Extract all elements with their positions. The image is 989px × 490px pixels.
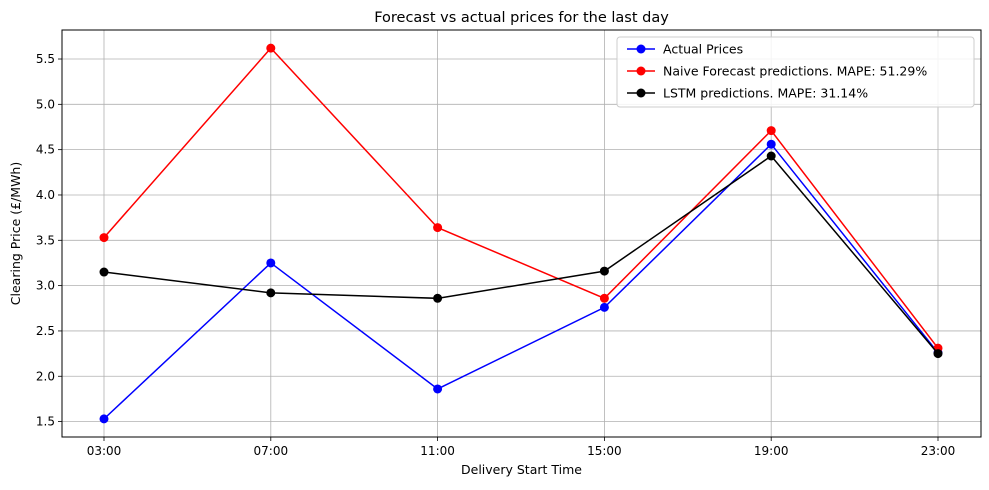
legend-marker [636,88,646,98]
x-tick-label: 11:00 [420,444,455,458]
data-point [599,293,609,303]
y-tick-label: 5.5 [36,52,55,66]
y-tick-label: 5.0 [36,97,55,111]
y-tick-label: 2.5 [36,324,55,338]
x-tick-label: 23:00 [921,444,956,458]
x-tick-label: 15:00 [587,444,622,458]
x-axis-label: Delivery Start Time [461,462,582,477]
data-point [433,223,443,233]
x-tick-label: 07:00 [254,444,289,458]
legend-item: LSTM predictions. MAPE: 31.14% [627,86,868,101]
x-tick-label: 03:00 [87,444,122,458]
y-tick-label: 4.0 [36,188,55,202]
legend-label: LSTM predictions. MAPE: 31.14% [663,86,868,101]
y-tick-label: 1.5 [36,415,55,429]
data-point [599,266,609,276]
grid-lines [62,30,981,437]
data-point [433,293,443,303]
legend-label: Actual Prices [663,42,743,57]
legend-marker [636,44,646,54]
series-1 [99,43,943,353]
legend: Actual Prices Naive Forecast predictions.… [616,36,975,108]
data-point [933,349,943,359]
legend-item: Actual Prices [627,42,743,57]
series-layer [99,43,943,424]
series-line [103,154,939,355]
data-point [599,302,609,312]
y-tick-label: 3.0 [36,279,55,293]
data-point [266,43,276,53]
series-2 [99,151,943,359]
legend-label: Naive Forecast predictions. MAPE: 51.29% [663,64,927,79]
data-point [99,267,109,277]
data-point [99,414,109,424]
y-tick-label: 2.0 [36,369,55,383]
y-axis-label: Clearing Price (£/MWh) [8,162,23,305]
data-point [433,384,443,394]
data-point [766,151,776,161]
chart-title: Forecast vs actual prices for the last d… [374,10,669,26]
y-axis: 1.5 2.0 2.5 3.0 3.5 4.0 4.5 5.0 5.5 [36,52,62,429]
data-point [766,126,776,136]
data-point [766,139,776,149]
legend-item: Naive Forecast predictions. MAPE: 51.29% [627,64,927,79]
y-tick-label: 3.5 [36,233,55,247]
x-axis: 03:00 07:00 11:00 15:00 19:00 23:00 [87,437,956,458]
axes-frame [61,29,982,438]
data-point [266,258,276,268]
x-tick-label: 19:00 [754,444,789,458]
data-point [266,288,276,298]
legend-box [616,36,975,108]
series-line [103,47,939,349]
data-point [99,233,109,243]
y-tick-label: 4.5 [36,143,55,157]
legend-marker [636,66,646,76]
